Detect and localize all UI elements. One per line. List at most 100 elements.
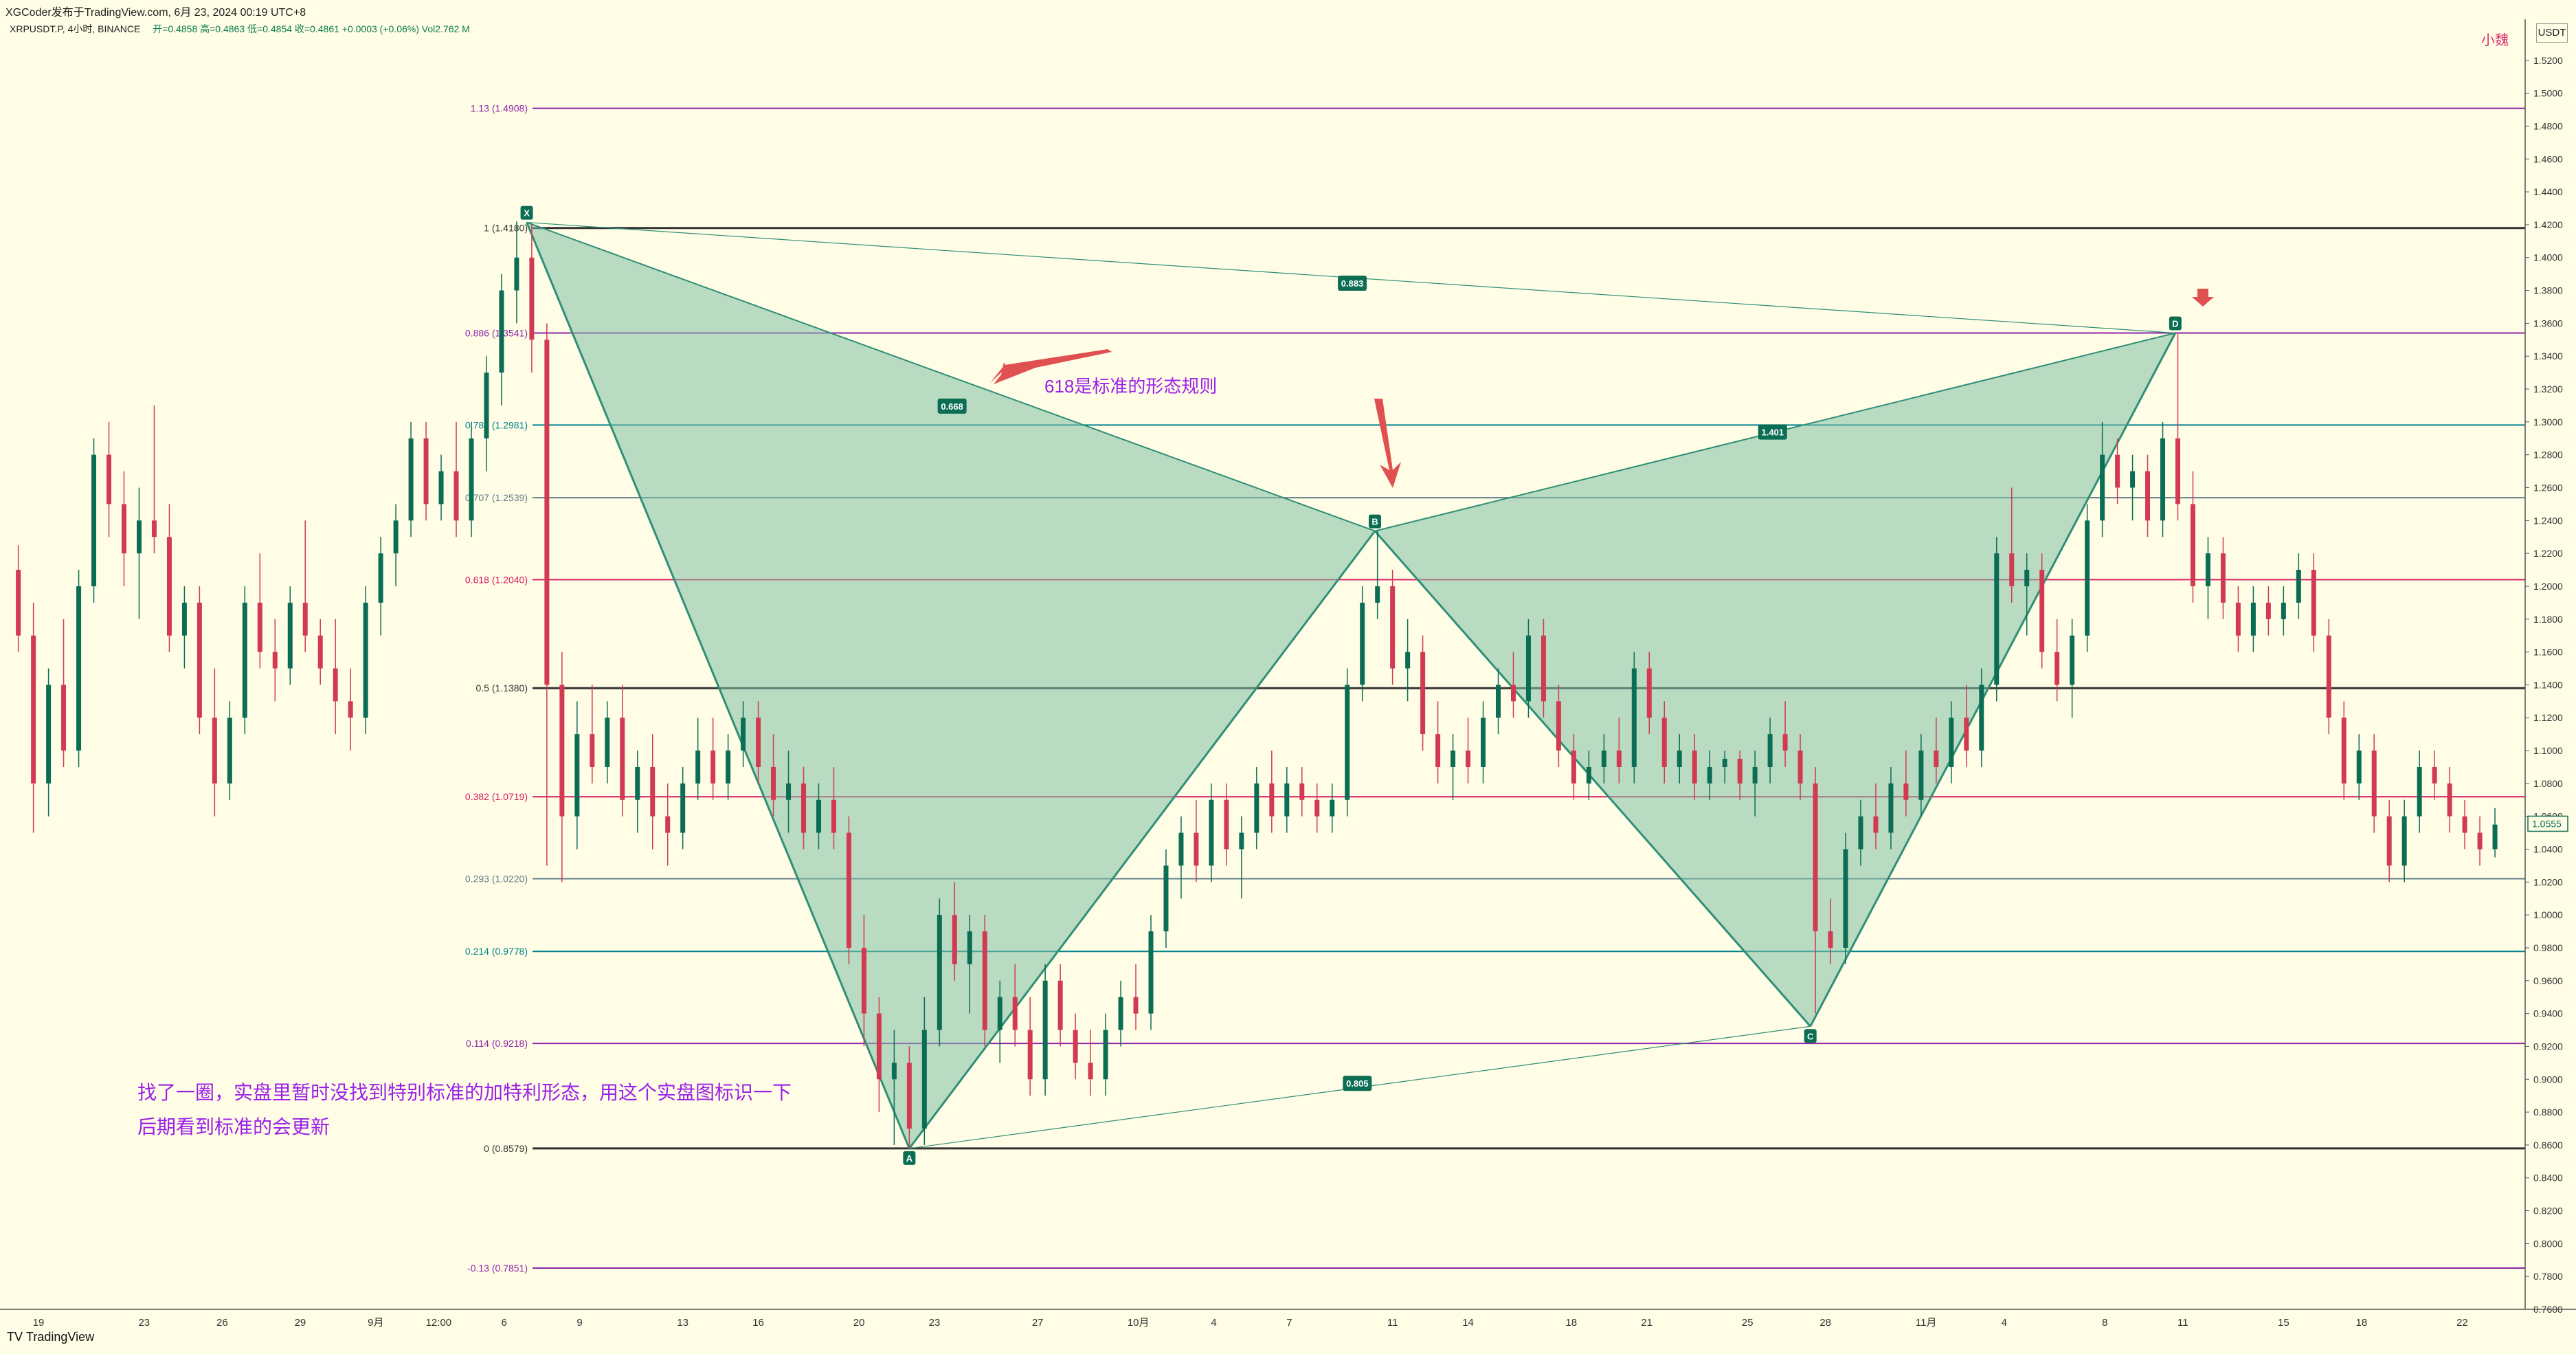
last-price-label: 1.0555 bbox=[2532, 818, 2562, 829]
candle-body bbox=[1178, 832, 1184, 866]
candle-body bbox=[348, 701, 353, 718]
candle-body bbox=[1254, 783, 1259, 833]
candle-body bbox=[2190, 504, 2195, 586]
candle-body bbox=[484, 373, 489, 439]
time-tick-label: 23 bbox=[138, 1317, 150, 1329]
candle-body bbox=[741, 718, 746, 751]
fib-level-label: 1.13 (1.4908) bbox=[471, 103, 528, 114]
point-badge bbox=[1369, 514, 1382, 529]
candle-body bbox=[2145, 471, 2151, 521]
note-line-1: 找了一圈，实盘里暂时没找到特别标准的加特利形态，用这个实盘图标识一下 bbox=[137, 1082, 792, 1103]
candle-body bbox=[1269, 783, 1275, 817]
candle-body bbox=[166, 537, 172, 636]
candle-body bbox=[499, 290, 504, 373]
candle-body bbox=[665, 816, 671, 833]
price-tick-label: 0.8600 bbox=[2533, 1140, 2563, 1151]
candle-body bbox=[861, 947, 866, 1014]
leg-xa bbox=[526, 222, 910, 1149]
fib-level-label: -0.13 (0.7851) bbox=[467, 1263, 528, 1274]
candle-body bbox=[1405, 652, 1411, 669]
candle-body bbox=[1556, 701, 1561, 751]
time-tick-label: 11月 bbox=[1916, 1317, 1937, 1329]
candle-body bbox=[333, 668, 338, 702]
candle-body bbox=[1224, 799, 1229, 850]
time-tick-label: 25 bbox=[1742, 1317, 1754, 1329]
candle-body bbox=[1209, 799, 1214, 866]
tradingview-logo[interactable]: TV TradingView bbox=[7, 1330, 94, 1344]
candle-body bbox=[786, 783, 792, 800]
candle-body bbox=[1858, 816, 1863, 850]
time-tick-label: 20 bbox=[853, 1317, 865, 1329]
candle-body bbox=[2265, 602, 2271, 619]
price-tick-label: 1.3800 bbox=[2533, 285, 2563, 296]
candle-body bbox=[1360, 602, 1365, 685]
fib-level-label: 0.293 (1.0220) bbox=[465, 874, 528, 885]
annotation-618: 618是标准的形态规则 bbox=[1044, 376, 1218, 397]
candle-body bbox=[1239, 832, 1244, 850]
candle-body bbox=[2371, 751, 2377, 817]
price-tick-label: 0.8800 bbox=[2533, 1107, 2563, 1118]
candle-body bbox=[1435, 734, 1441, 767]
price-tick-label: 1.4800 bbox=[2533, 120, 2563, 131]
ratio-badge bbox=[937, 398, 967, 414]
candle-body bbox=[1284, 783, 1290, 817]
candle-body bbox=[952, 915, 957, 964]
candle-body bbox=[801, 783, 807, 833]
fib-level-label: 0.114 (0.9218) bbox=[466, 1038, 528, 1049]
price-tick-label: 1.3600 bbox=[2533, 318, 2563, 329]
candle-body bbox=[1481, 718, 1486, 767]
price-tick-label: 0.9600 bbox=[2533, 975, 2563, 986]
currency-unit-button[interactable]: USDT bbox=[2536, 23, 2568, 43]
price-tick-label: 1.0400 bbox=[2533, 844, 2563, 855]
candle-body bbox=[46, 685, 52, 784]
candle-body bbox=[1843, 849, 1848, 948]
fib-level-label: 0.214 (0.9778) bbox=[465, 946, 528, 957]
candle-body bbox=[1813, 783, 1818, 932]
point-label: X bbox=[524, 208, 530, 219]
candle-body bbox=[605, 718, 610, 767]
time-tick-label: 21 bbox=[1641, 1317, 1653, 1329]
candle-body bbox=[1451, 751, 1456, 767]
candle-body bbox=[906, 1063, 912, 1129]
candle-body bbox=[620, 718, 625, 800]
price-tick-label: 1.1000 bbox=[2533, 745, 2563, 756]
candle-body bbox=[453, 471, 459, 521]
time-tick-label: 23 bbox=[929, 1317, 941, 1329]
candle-body bbox=[1767, 734, 1773, 767]
last-price-badge bbox=[2527, 815, 2568, 832]
candle-body bbox=[937, 915, 942, 1030]
price-tick-label: 0.7800 bbox=[2533, 1271, 2563, 1282]
time-tick-label: 4 bbox=[2002, 1317, 2007, 1329]
candle-body bbox=[287, 602, 293, 669]
ratio-label: 0.668 bbox=[941, 401, 963, 412]
candle-body bbox=[2341, 718, 2347, 784]
candle-body bbox=[695, 751, 701, 784]
candle-body bbox=[1934, 751, 1939, 767]
candle-body bbox=[1646, 668, 1652, 718]
arrow-b bbox=[1374, 399, 1401, 488]
time-tick-label: 28 bbox=[1819, 1317, 1831, 1329]
candle-body bbox=[1042, 980, 1048, 1080]
time-tick-label: 29 bbox=[295, 1317, 306, 1329]
price-tick-label: 1.3000 bbox=[2533, 417, 2563, 428]
leg-cd bbox=[1809, 332, 2177, 1027]
time-tick-label: 6 bbox=[501, 1317, 506, 1329]
candle-body bbox=[514, 257, 519, 291]
ratio-label: 0.805 bbox=[1346, 1078, 1369, 1089]
price-tick-label: 1.4200 bbox=[2533, 219, 2563, 230]
candle-body bbox=[1903, 783, 1909, 800]
candle-body bbox=[2024, 570, 2030, 586]
publish-title: XGCoder发布于TradingView.com, 6月 23, 2024 0… bbox=[5, 7, 306, 19]
candle-body bbox=[635, 766, 640, 800]
candle-body bbox=[1390, 586, 1396, 669]
candle-body bbox=[16, 570, 21, 636]
symbol-label[interactable]: XRPUSDT.P, 4小时, BINANCE bbox=[10, 23, 141, 34]
time-tick-label: 18 bbox=[1565, 1317, 1577, 1329]
candle-body bbox=[680, 783, 686, 833]
leg-ab bbox=[908, 530, 1376, 1149]
time-tick-label: 9 bbox=[576, 1317, 582, 1329]
candle-body bbox=[1375, 586, 1380, 603]
time-tick-label: 22 bbox=[2456, 1317, 2468, 1329]
